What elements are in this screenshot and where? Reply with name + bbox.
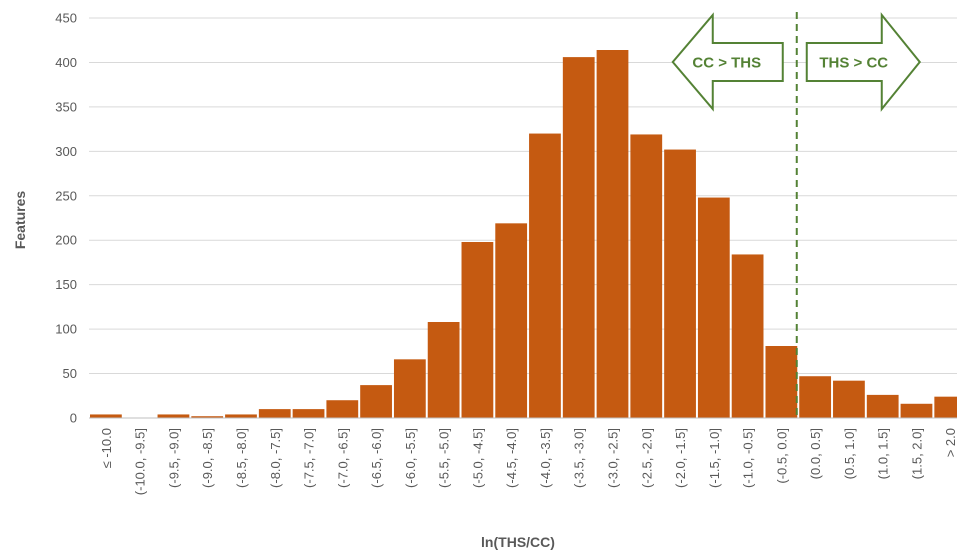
bar [258, 409, 291, 418]
x-tick-label: (0.0, 0.5] [808, 428, 823, 479]
x-tick-label: (-6.5, -6.0] [369, 428, 384, 488]
y-tick-label: 350 [55, 99, 77, 114]
bar [799, 376, 832, 418]
y-tick-label: 150 [55, 277, 77, 292]
left-arrow [671, 12, 784, 112]
x-tick-label: (-2.5, -2.0] [639, 428, 654, 488]
x-tick-label: (-4.0, -3.5] [538, 428, 553, 488]
x-axis-title: ln(THS/CC) [481, 534, 555, 550]
bar [495, 223, 528, 418]
x-tick-label: > 2.0 [943, 428, 957, 457]
x-tick-label: (-1.5, -1.0] [707, 428, 722, 488]
y-tick-label: 400 [55, 55, 77, 70]
gridlines [89, 17, 957, 375]
bar [731, 254, 764, 418]
bar [664, 149, 696, 419]
x-tick-label: (1.5, 2.0] [909, 428, 924, 479]
x-tick-label: (-2.0, -1.5] [673, 428, 688, 488]
bar [697, 197, 730, 418]
y-tick-label: 200 [55, 233, 77, 248]
bar [393, 359, 426, 418]
x-tick-label: (-9.5, -9.0] [166, 428, 181, 488]
right-arrow-label: THS > CC [819, 55, 888, 72]
bar [630, 134, 663, 418]
bar [765, 346, 798, 418]
bar [427, 322, 460, 418]
bar [900, 403, 933, 418]
x-tick-label: (-5.5, -5.0] [437, 428, 452, 488]
x-tick-label: (-5.0, -4.5] [470, 428, 485, 488]
x-tick-label: (-1.0, -0.5] [741, 428, 756, 488]
x-tick-label: ≤ -10.0 [99, 428, 114, 468]
x-tick-label: (0.5, 1.0] [842, 428, 857, 479]
bar [833, 380, 865, 418]
x-tick-label: (-3.5, -3.0] [572, 428, 587, 488]
bar [225, 414, 257, 418]
x-tick-label: (-7.0, -6.5] [335, 428, 350, 488]
bar [191, 416, 224, 418]
left-arrow-label: CC > THS [692, 55, 761, 72]
x-tick-label: (-10.0, -9.5] [133, 428, 148, 495]
y-tick-label: 0 [70, 411, 77, 426]
bars [90, 50, 957, 419]
bar [326, 400, 359, 418]
x-tick-label: (-6.0, -5.5] [403, 428, 418, 488]
bar [461, 242, 494, 418]
x-tick-label: (-9.0, -8.5] [200, 428, 215, 488]
y-axis-title: Features [12, 191, 28, 250]
y-tick-label: 450 [55, 11, 77, 26]
bar [596, 50, 629, 418]
x-tick-label: (-4.5, -4.0] [504, 428, 519, 488]
bar [90, 414, 122, 418]
bar [562, 57, 595, 418]
x-tick-label: (-8.5, -8.0] [234, 428, 249, 488]
bar [934, 396, 957, 418]
x-axis-ticks: ≤ -10.0 (-10.0, -9.5] (-9.5, -9.0] (-9.0, -… [99, 428, 957, 495]
right-arrow [805, 12, 922, 112]
y-axis-ticks: 0 50 100 150 200 250 300 350 400 450 [55, 11, 77, 426]
x-tick-label: (-7.5, -7.0] [302, 428, 317, 488]
bar [866, 394, 899, 418]
y-tick-label: 50 [63, 366, 77, 381]
x-tick-label: (-8.0, -7.5] [268, 428, 283, 488]
bar [360, 385, 392, 418]
bar [529, 133, 561, 419]
direction-arrows: CC > THS THS > CC [671, 12, 922, 112]
x-tick-label: (-3.0, -2.5] [606, 428, 621, 488]
x-tick-label: (-0.5, 0.0] [774, 428, 789, 484]
y-tick-label: 300 [55, 144, 77, 159]
x-tick-label: (1.0, 1.5] [876, 428, 891, 479]
bar [157, 414, 190, 418]
y-tick-label: 250 [55, 188, 77, 203]
bar [292, 409, 325, 418]
y-tick-label: 100 [55, 322, 77, 337]
